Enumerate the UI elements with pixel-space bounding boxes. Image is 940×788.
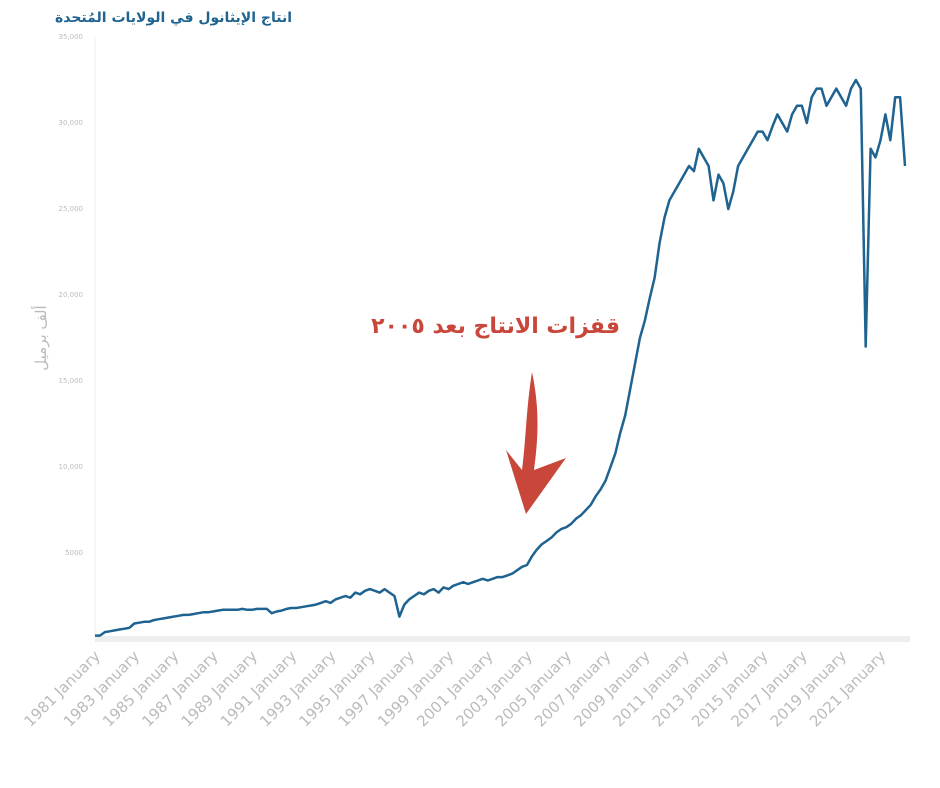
y-tick-label: 10,000 bbox=[59, 463, 84, 471]
annotation: قفزات الانتاج بعد ٢٠٠٥ bbox=[371, 314, 620, 339]
x-axis-band bbox=[95, 636, 910, 642]
y-tick-label: 25,000 bbox=[59, 205, 84, 213]
y-tick-label: 15,000 bbox=[59, 377, 84, 385]
y-tick-label: 20,000 bbox=[59, 291, 84, 299]
data-line bbox=[95, 78, 907, 637]
arrow bbox=[506, 372, 566, 514]
y-tick-label: 35,000 bbox=[59, 33, 84, 41]
y-axis-label: ألف برميل bbox=[31, 305, 50, 370]
y-tick-label: 5000 bbox=[65, 549, 83, 557]
y-tick-label: 30,000 bbox=[59, 119, 84, 127]
chart-title: انتاج الإيثانول في الولايات المُتحدة bbox=[55, 10, 292, 26]
